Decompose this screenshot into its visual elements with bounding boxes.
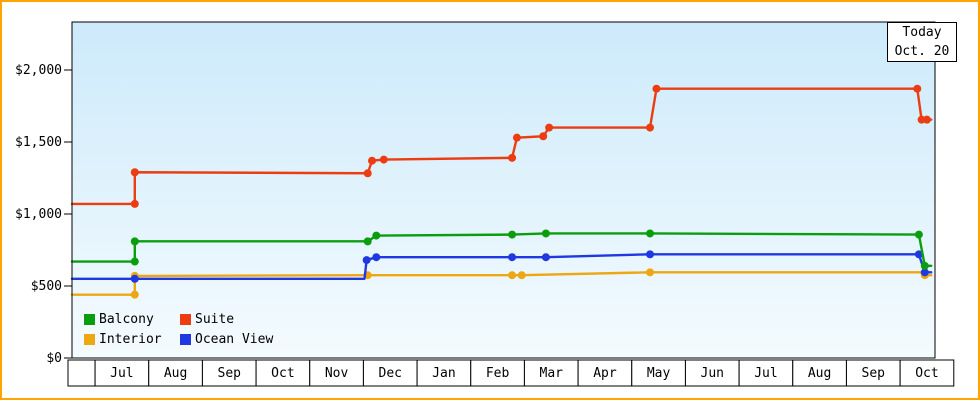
month-label: Jan	[432, 366, 455, 381]
data-point-suite	[922, 115, 931, 124]
data-point-balcony	[130, 257, 139, 266]
data-point-balcony	[372, 231, 381, 240]
legend-swatch	[84, 314, 95, 325]
data-point-suite	[363, 169, 372, 178]
month-cell	[792, 359, 847, 387]
today-box: Today Oct. 20	[887, 22, 957, 62]
month-label: Jul	[110, 366, 133, 381]
data-point-ocean-view	[130, 274, 139, 283]
data-point-suite	[646, 123, 655, 132]
data-point-interior	[517, 271, 526, 280]
month-cell	[577, 359, 633, 387]
chart-legend: Balcony Suite Interior Ocean View	[84, 312, 273, 347]
data-point-ocean-view	[646, 250, 655, 259]
month-label: Nov	[325, 366, 349, 381]
today-label: Today	[902, 25, 942, 40]
month-cell	[684, 359, 740, 387]
month-label: Mar	[540, 366, 564, 381]
month-label: Aug	[164, 366, 187, 381]
data-point-balcony	[508, 230, 517, 239]
data-point-ocean-view	[914, 250, 923, 259]
month-cell	[470, 359, 525, 387]
data-point-suite	[130, 199, 139, 208]
month-label: Dec	[379, 366, 402, 381]
data-point-balcony	[914, 230, 923, 239]
data-point-suite	[512, 133, 521, 142]
data-point-suite	[913, 84, 922, 93]
legend-item-suite: Suite	[180, 312, 273, 327]
month-cell-stub	[67, 359, 96, 387]
data-point-suite	[130, 168, 139, 177]
legend-label: Interior	[99, 332, 162, 347]
plot-border	[71, 21, 936, 359]
data-point-balcony	[363, 237, 372, 246]
data-point-ocean-view	[920, 268, 929, 277]
data-point-interior	[130, 290, 139, 299]
month-label: Oct	[915, 366, 938, 381]
legend-label: Suite	[195, 312, 235, 327]
month-label: Jun	[701, 366, 724, 381]
month-label: Feb	[486, 366, 510, 381]
today-date: Oct. 20	[894, 44, 950, 59]
month-label: Aug	[808, 366, 831, 381]
legend-swatch	[180, 334, 191, 345]
month-label: Sep	[862, 366, 886, 381]
legend-item-interior: Interior	[84, 332, 180, 347]
data-point-suite	[652, 84, 661, 93]
month-label: Jul	[754, 366, 777, 381]
month-cell	[309, 359, 364, 387]
legend-label: Ocean View	[195, 332, 274, 347]
month-label: Oct	[271, 366, 294, 381]
legend-swatch	[180, 314, 191, 325]
data-point-balcony	[130, 237, 139, 246]
month-label: Apr	[593, 366, 617, 381]
y-tick-label: $2,000	[15, 63, 62, 78]
month-cell	[899, 359, 955, 387]
data-point-ocean-view	[541, 253, 550, 262]
data-point-ocean-view	[508, 253, 517, 262]
data-point-suite	[545, 123, 554, 132]
data-point-suite	[379, 155, 388, 164]
data-point-ocean-view	[372, 253, 381, 262]
data-point-suite	[508, 153, 517, 162]
y-tick-label: $500	[31, 279, 62, 294]
data-point-balcony	[541, 229, 550, 238]
data-point-interior	[508, 271, 517, 280]
data-point-ocean-view	[362, 256, 371, 265]
y-tick-label: $1,500	[15, 135, 62, 150]
month-cell	[362, 359, 418, 387]
y-tick-label: $0	[46, 351, 62, 366]
month-cell	[845, 359, 901, 387]
legend-swatch	[84, 334, 95, 345]
y-tick-label: $1,000	[15, 207, 62, 222]
series-line-suite	[70, 87, 933, 206]
month-cell	[201, 359, 257, 387]
month-cell	[94, 359, 150, 387]
data-point-suite	[539, 132, 548, 141]
month-label: May	[647, 366, 671, 381]
legend-item-ocean-view: Ocean View	[180, 332, 273, 347]
plot-background	[72, 22, 935, 358]
data-point-balcony	[646, 229, 655, 238]
legend-item-balcony: Balcony	[84, 312, 180, 327]
legend-label: Balcony	[99, 312, 154, 327]
data-point-interior	[646, 268, 655, 277]
data-point-suite	[368, 156, 377, 165]
month-label: Sep	[218, 366, 242, 381]
data-point-balcony	[920, 261, 929, 270]
month-cell	[523, 359, 579, 387]
